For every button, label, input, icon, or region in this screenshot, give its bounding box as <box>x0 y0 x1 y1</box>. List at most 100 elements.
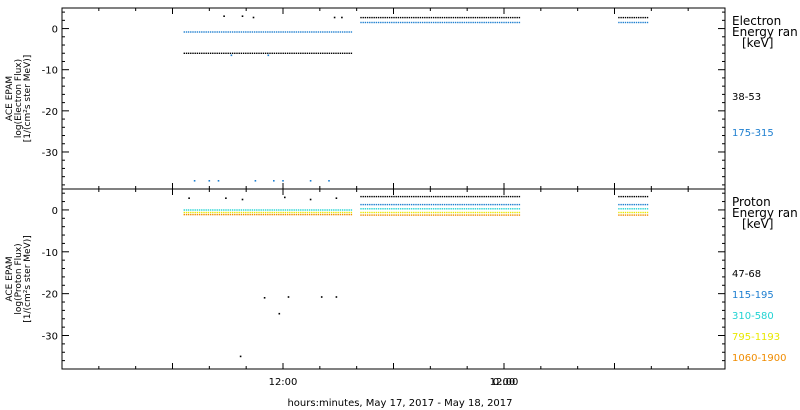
data-point <box>454 16 457 19</box>
data-point <box>635 211 638 214</box>
data-point <box>218 213 221 216</box>
data-point <box>218 209 221 211</box>
data-point <box>629 203 631 206</box>
data-point <box>229 31 232 33</box>
data-point <box>375 21 378 24</box>
data-point <box>518 211 521 214</box>
data-point <box>393 195 395 198</box>
data-point <box>341 52 344 54</box>
data-point <box>269 209 271 211</box>
data-point <box>627 214 629 216</box>
data-point <box>395 21 397 24</box>
data-point <box>485 208 488 210</box>
data-point <box>304 209 306 211</box>
series-1060-1900 <box>183 213 649 216</box>
data-point <box>627 21 629 24</box>
data-point <box>483 214 485 216</box>
data-point <box>209 31 212 33</box>
data-point <box>640 214 642 216</box>
data-point <box>251 209 254 211</box>
data-point <box>234 52 236 54</box>
data-point <box>225 211 227 214</box>
data-point <box>620 208 622 210</box>
data-point <box>494 195 496 198</box>
data-point <box>468 195 470 198</box>
data-point <box>454 208 457 210</box>
data-point <box>472 208 474 210</box>
data-point <box>397 21 400 24</box>
data-point <box>618 211 620 214</box>
data-point <box>388 16 391 19</box>
data-point <box>631 214 633 216</box>
data-point <box>348 31 350 33</box>
data-point <box>441 21 444 24</box>
data-point <box>644 203 646 206</box>
data-point <box>216 52 218 54</box>
data-point <box>646 16 649 19</box>
data-point <box>490 21 492 24</box>
data-point <box>231 31 234 33</box>
y-axis-label: ACE EPAM <box>5 76 15 121</box>
data-point <box>269 213 271 216</box>
data-point <box>227 52 229 54</box>
data-point <box>424 21 426 24</box>
data-point <box>496 21 499 24</box>
data-point <box>280 31 282 33</box>
data-point <box>443 203 446 206</box>
data-point <box>633 211 635 214</box>
data-point <box>227 211 229 214</box>
data-point <box>251 211 254 214</box>
data-point <box>465 195 468 198</box>
data-point <box>479 21 481 24</box>
data-point <box>622 21 624 24</box>
data-point <box>194 211 196 214</box>
data-point <box>421 208 424 210</box>
data-point <box>291 209 293 211</box>
data-point <box>362 203 364 206</box>
data-point <box>256 213 258 216</box>
data-point <box>404 195 406 198</box>
data-point <box>454 195 457 198</box>
data-point <box>476 21 479 24</box>
data-point <box>446 211 448 214</box>
data-point <box>267 54 270 57</box>
data-point <box>256 211 258 214</box>
data-point <box>435 21 437 24</box>
data-point <box>234 31 236 33</box>
data-point <box>503 16 505 19</box>
data-point <box>454 214 457 216</box>
data-point <box>441 195 444 198</box>
data-point <box>366 195 369 198</box>
data-point <box>624 203 627 206</box>
data-point <box>198 213 201 216</box>
data-point <box>446 214 448 216</box>
data-point <box>380 214 382 216</box>
data-point <box>297 209 300 211</box>
data-point <box>468 21 470 24</box>
data-point <box>209 209 212 211</box>
data-point <box>421 16 424 19</box>
data-point <box>507 195 510 198</box>
data-point <box>240 52 243 54</box>
data-point <box>618 21 620 24</box>
data-point <box>223 52 225 54</box>
data-point <box>360 203 362 206</box>
data-point <box>194 52 196 54</box>
data-point <box>315 213 317 216</box>
data-point <box>413 211 415 214</box>
data-point <box>382 214 384 216</box>
data-point <box>437 214 439 216</box>
data-point <box>430 203 433 206</box>
data-point <box>622 195 624 198</box>
data-point <box>375 16 378 19</box>
data-point <box>203 209 205 211</box>
data-point <box>487 16 490 19</box>
data-point <box>258 31 260 33</box>
data-point <box>319 211 322 214</box>
data-point <box>282 31 284 33</box>
data-point <box>446 16 448 19</box>
data-point <box>320 296 323 298</box>
data-point <box>413 16 415 19</box>
data-point <box>629 16 631 19</box>
data-point <box>391 21 393 24</box>
